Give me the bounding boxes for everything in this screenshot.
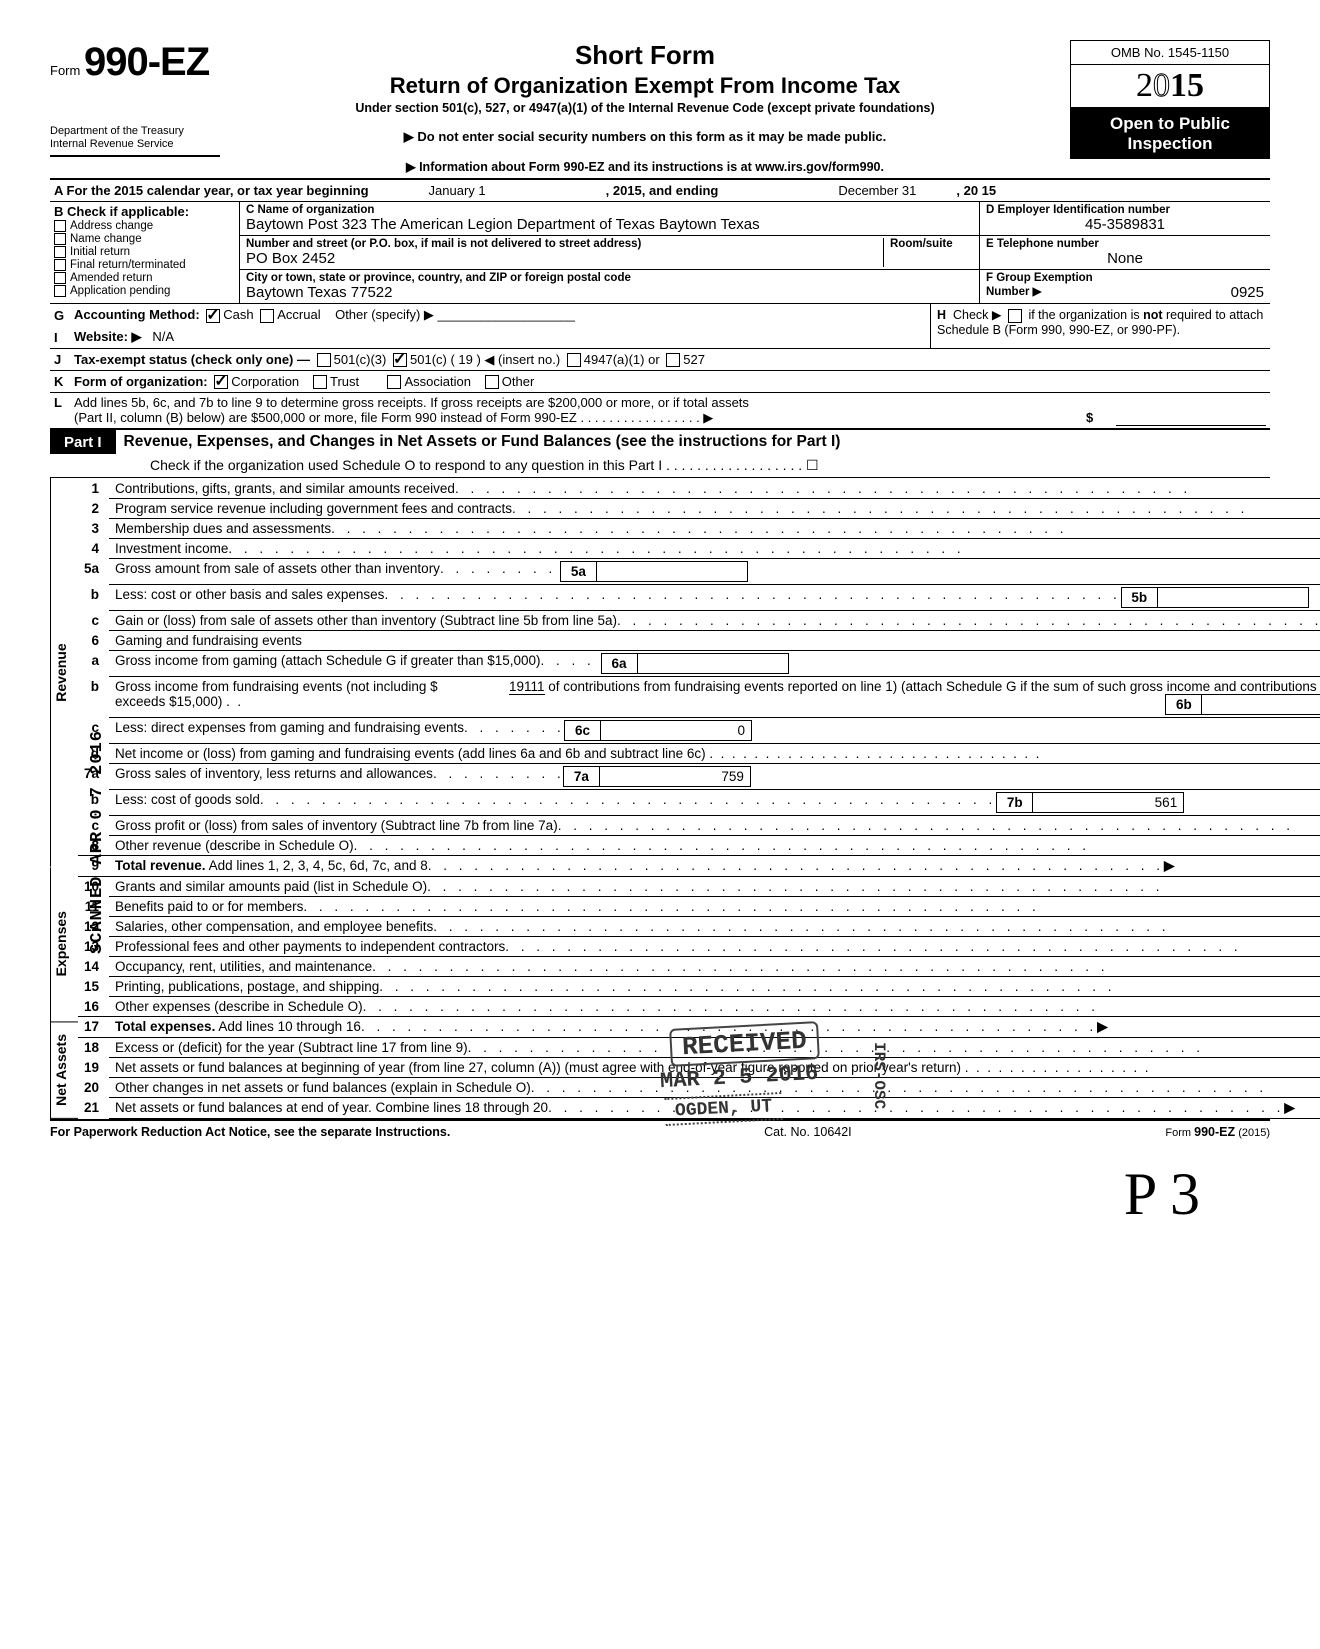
row-11: 11 Benefits paid to or for members 11	[78, 897, 1320, 917]
row-5b: b Less: cost or other basis and sales ex…	[78, 585, 1320, 611]
right-header-boxes: OMB No. 1545-1150 2015 Open to Public In…	[1070, 40, 1270, 159]
row-20: 20 Other changes in net assets or fund b…	[78, 1078, 1320, 1098]
chk-final-return[interactable]	[54, 259, 66, 271]
chk-other-org[interactable]	[485, 375, 499, 389]
phone: None	[986, 250, 1264, 267]
row-7b: b Less: cost of goods sold 7b561	[78, 790, 1320, 816]
col-c-org: C Name of organization Baytown Post 323 …	[240, 202, 980, 303]
title-return: Return of Organization Exempt From Incom…	[230, 73, 1060, 99]
row-13: 13 Professional fees and other payments …	[78, 937, 1320, 957]
line-h: H Check ▶ if the organization is not req…	[930, 304, 1270, 348]
row-6c: c Less: direct expenses from gaming and …	[78, 718, 1320, 744]
row-15: 15 Printing, publications, postage, and …	[78, 977, 1320, 997]
chk-name-change[interactable]	[54, 233, 66, 245]
ein: 45-3589831	[986, 216, 1264, 233]
form-number: 990-EZ	[84, 40, 209, 84]
chk-501c3[interactable]	[317, 353, 331, 367]
chk-4947[interactable]	[567, 353, 581, 367]
line-j: J Tax-exempt status (check only one) — 5…	[50, 349, 1270, 371]
website: N/A	[152, 329, 174, 344]
row-5c: c Gain or (loss) from sale of assets oth…	[78, 611, 1320, 631]
info-link: ▶ Information about Form 990-EZ and its …	[230, 159, 1060, 174]
org-street: PO Box 2452	[246, 250, 883, 267]
chk-app-pending[interactable]	[54, 285, 66, 297]
row-3: 3 Membership dues and assessments 32402	[78, 519, 1320, 539]
chk-initial-return[interactable]	[54, 246, 66, 258]
form-prefix: Form	[50, 63, 80, 78]
open-to-public: Open to Public Inspection	[1070, 108, 1270, 159]
row-16: 16 Other expenses (describe in Schedule …	[78, 997, 1320, 1017]
form-ref: Form 990-EZ (2015)	[1165, 1125, 1270, 1139]
row-8: 8 Other revenue (describe in Schedule O)…	[78, 836, 1320, 856]
row-5a: 5a Gross amount from sale of assets othe…	[78, 559, 1320, 585]
chk-corp[interactable]	[214, 375, 228, 389]
org-city: Baytown Texas 77522	[246, 284, 973, 301]
row-21: 21 Net assets or fund balances at end of…	[78, 1098, 1320, 1119]
chk-amended[interactable]	[54, 272, 66, 284]
chk-501c[interactable]	[393, 353, 407, 367]
chk-address-change[interactable]	[54, 220, 66, 232]
footer: For Paperwork Reduction Act Notice, see …	[50, 1121, 1270, 1139]
part1-body: Revenue Expenses Net Assets 1 Contributi…	[50, 478, 1270, 1121]
col-d-ids: D Employer Identification number 45-3589…	[980, 202, 1270, 303]
line-l: LAdd lines 5b, 6c, and 7b to line 9 to d…	[50, 393, 1270, 430]
row-1: 1 Contributions, gifts, grants, and simi…	[78, 479, 1320, 499]
org-name: Baytown Post 323 The American Legion Dep…	[246, 216, 973, 233]
line-k: K Form of organization: Corporation Trus…	[50, 371, 1270, 393]
handwritten-mark: P 3	[1124, 1160, 1200, 1229]
financial-table: 1 Contributions, gifts, grants, and simi…	[78, 478, 1320, 1119]
col-b-checkboxes: B Check if applicable: Address change Na…	[50, 202, 240, 303]
side-expenses: Expenses	[50, 867, 78, 1022]
side-net-assets: Net Assets	[50, 1022, 78, 1119]
form-header: Form 990-EZ Department of the Treasury I…	[50, 40, 1270, 174]
subtitle: Under section 501(c), 527, or 4947(a)(1)…	[230, 101, 1060, 115]
row-17: 17 Total expenses. Add lines 10 through …	[78, 1017, 1320, 1038]
omb-number: OMB No. 1545-1150	[1070, 40, 1270, 65]
org-info-grid: B Check if applicable: Address change Na…	[50, 202, 1270, 304]
chk-accrual[interactable]	[260, 309, 274, 323]
row-6a: a Gross income from gaming (attach Sched…	[78, 651, 1320, 677]
row-9: 9 Total revenue. Add lines 1, 2, 3, 4, 5…	[78, 856, 1320, 877]
chk-527[interactable]	[666, 353, 680, 367]
chk-schedule-b[interactable]	[1008, 309, 1022, 323]
part1-checkline: Check if the organization used Schedule …	[50, 454, 1270, 478]
row-a-tax-year: A For the 2015 calendar year, or tax yea…	[50, 180, 1270, 202]
row-6d: d Net income or (loss) from gaming and f…	[78, 744, 1320, 764]
title-short-form: Short Form	[230, 40, 1060, 71]
part1-header: Part I Revenue, Expenses, and Changes in…	[50, 430, 1270, 454]
row-7a: 7a Gross sales of inventory, less return…	[78, 764, 1320, 790]
chk-trust[interactable]	[313, 375, 327, 389]
row-14: 14 Occupancy, rent, utilities, and maint…	[78, 957, 1320, 977]
row-6: 6 Gaming and fundraising events	[78, 631, 1320, 651]
title-block: Short Form Return of Organization Exempt…	[230, 40, 1060, 174]
group-exemption: 0925	[1231, 284, 1264, 301]
chk-cash[interactable]	[206, 309, 220, 323]
side-revenue: Revenue	[50, 478, 78, 867]
ssn-warning: ▶ Do not enter social security numbers o…	[230, 129, 1060, 145]
form-id-box: Form 990-EZ Department of the Treasury I…	[50, 40, 220, 157]
dept-irs: Internal Revenue Service	[50, 138, 220, 151]
row-19: 19 Net assets or fund balances at beginn…	[78, 1058, 1320, 1078]
tax-year: 2015	[1070, 65, 1270, 108]
dept-treasury: Department of the Treasury	[50, 125, 220, 138]
stamp-scanned: SCANNED APR 0 7 2016	[88, 730, 107, 954]
chk-assoc[interactable]	[387, 375, 401, 389]
row-12: 12 Salaries, other compensation, and emp…	[78, 917, 1320, 937]
row-7c: c Gross profit or (loss) from sales of i…	[78, 816, 1320, 836]
row-2: 2 Program service revenue including gove…	[78, 499, 1320, 519]
row-10: 10 Grants and similar amounts paid (list…	[78, 877, 1320, 897]
row-6b: b Gross income from fundraising events (…	[78, 677, 1320, 718]
row-4: 4 Investment income 4(-5271)	[78, 539, 1320, 559]
row-18: 18 Excess or (deficit) for the year (Sub…	[78, 1038, 1320, 1058]
